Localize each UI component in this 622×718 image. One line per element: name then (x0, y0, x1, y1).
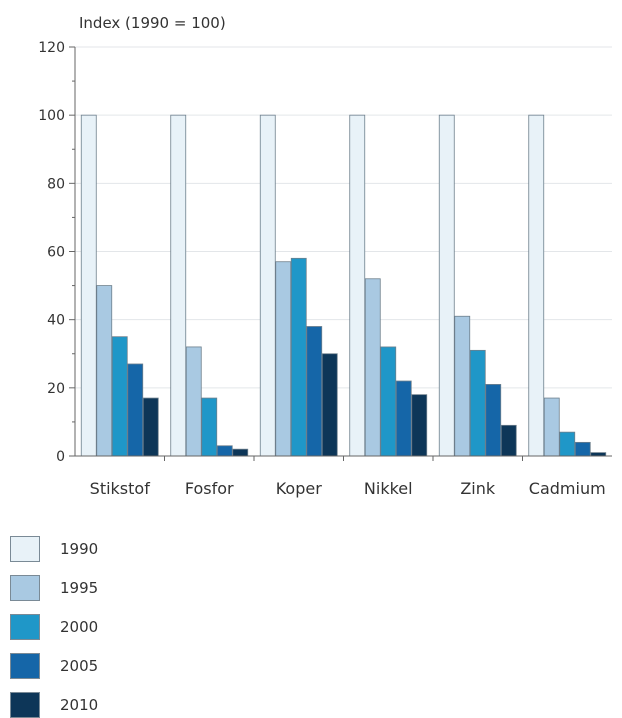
bar-koper-2000 (290, 257, 307, 457)
y-tick-label: 0 (56, 449, 65, 465)
bar-zink-2000 (469, 349, 486, 457)
legend-label: 2010 (60, 696, 99, 714)
legend-item-2000: 2000 (10, 614, 210, 640)
legend-swatch (10, 536, 40, 562)
bar-stikstof-1995 (96, 285, 113, 457)
y-axis-title: Index (1990 = 100) (79, 14, 226, 32)
bar-cadmium-1995 (543, 397, 560, 457)
bar-nikkel-2005 (395, 380, 412, 457)
bar-koper-1995 (275, 261, 292, 457)
legend-item-1990: 1990 (10, 536, 210, 562)
bar-cadmium-2005 (574, 441, 591, 457)
bar-stikstof-2000 (111, 336, 128, 457)
bar-nikkel-1995 (364, 278, 381, 457)
bar-fosfor-2010 (232, 448, 249, 457)
legend-label: 1995 (60, 579, 99, 597)
bars (80, 114, 607, 457)
bar-nikkel-1990 (349, 114, 366, 457)
bar-cadmium-2010 (590, 452, 607, 457)
x-tick-label: Fosfor (185, 479, 234, 498)
bar-stikstof-2005 (127, 363, 144, 457)
bar-zink-1995 (454, 315, 471, 457)
y-tick-label: 100 (38, 108, 65, 124)
bar-fosfor-1990 (170, 114, 187, 457)
bar-cadmium-1990 (528, 114, 545, 457)
bar-fosfor-2000 (201, 397, 218, 457)
gridlines (75, 46, 612, 389)
legend-label: 2000 (60, 618, 99, 636)
y-tick-label: 60 (47, 245, 65, 261)
y-axis: 0 20 40 60 80 100 120 (38, 40, 76, 465)
x-tick-label: Nikkel (364, 479, 413, 498)
legend-swatch (10, 614, 40, 640)
bar-koper-1990 (259, 114, 276, 457)
x-tick-label: Cadmium (529, 479, 606, 498)
x-axis: Stikstof Fosfor Koper Nikkel Zink Cadmium (75, 455, 612, 498)
legend-item-2010: 2010 (10, 692, 210, 718)
y-tick-label: 80 (47, 176, 65, 192)
x-tick-label: Stikstof (90, 479, 151, 498)
legend-swatch (10, 692, 40, 718)
legend-item-2005: 2005 (10, 653, 210, 679)
bar-chart: 0 20 40 60 80 100 120 Stikstof Fosfor Koper Nikke… (38, 40, 612, 498)
bar-nikkel-2000 (380, 346, 397, 457)
bar-fosfor-2005 (216, 445, 233, 457)
bar-stikstof-1990 (80, 114, 97, 457)
bar-koper-2005 (306, 326, 323, 457)
bar-zink-2005 (485, 384, 502, 457)
legend-item-1995: 1995 (10, 575, 210, 601)
legend-swatch (10, 575, 40, 601)
bar-stikstof-2010 (142, 397, 159, 457)
bar-nikkel-2010 (411, 394, 428, 457)
legend-swatch (10, 653, 40, 679)
y-tick-label: 120 (38, 40, 65, 56)
y-tick-label: 20 (47, 381, 65, 397)
x-tick-label: Zink (460, 479, 496, 498)
x-tick-label: Koper (276, 479, 322, 498)
legend-label: 1990 (60, 540, 99, 558)
bar-zink-1990 (438, 114, 455, 457)
y-tick-label: 40 (47, 313, 65, 329)
bar-cadmium-2000 (559, 431, 576, 457)
bar-zink-2010 (500, 424, 517, 457)
bar-fosfor-1995 (185, 346, 202, 457)
bar-koper-2010 (321, 353, 338, 457)
legend-label: 2005 (60, 657, 99, 675)
